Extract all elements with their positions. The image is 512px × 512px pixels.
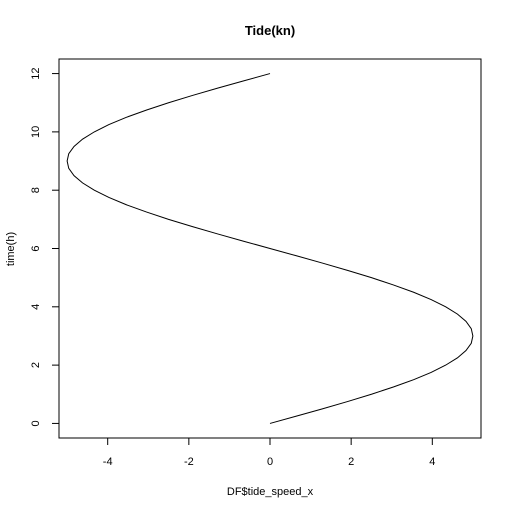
x-tick-label: -2 [184, 456, 194, 468]
y-tick-label: 10 [30, 126, 42, 138]
x-tick-label: 0 [267, 456, 273, 468]
y-tick-label: 6 [30, 245, 42, 251]
y-axis: 0 2 4 6 8 10 12 [30, 67, 60, 426]
x-axis-label: DF$tide_speed_x [227, 486, 314, 498]
y-tick-label: 8 [30, 187, 42, 193]
y-tick-label: 2 [30, 362, 42, 368]
y-tick-label: 4 [30, 304, 42, 310]
x-tick-label: -4 [103, 456, 113, 468]
chart-title: Tide(kn) [245, 23, 295, 38]
y-tick-label: 12 [30, 67, 42, 79]
x-tick-label: 4 [429, 456, 435, 468]
series-line [66, 73, 474, 424]
x-axis: -4 -2 0 2 4 [103, 437, 435, 468]
y-tick-label: 0 [30, 420, 42, 426]
x-tick-label: 2 [348, 456, 354, 468]
y-axis-label: time(h) [5, 232, 17, 266]
